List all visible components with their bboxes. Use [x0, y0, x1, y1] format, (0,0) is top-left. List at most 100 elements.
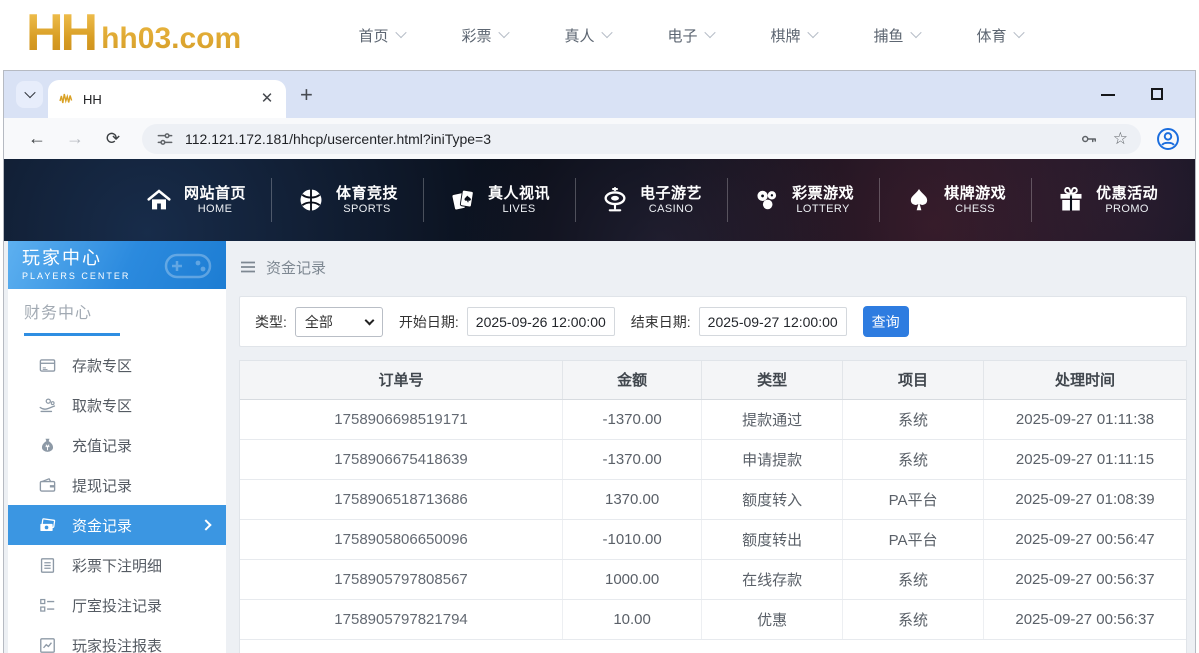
- sidebar-item-label: 充值记录: [72, 437, 133, 455]
- main-nav: 网站首页 HOME 体育竞技 SPORTS: [4, 159, 1195, 241]
- tab-title: HH: [83, 91, 102, 107]
- cell-order-id: 1758905797821794: [240, 599, 563, 640]
- main-nav-item[interactable]: 棋牌游戏 CHESS: [879, 178, 1031, 222]
- end-date-input[interactable]: [698, 307, 847, 336]
- search-button[interactable]: 查询: [862, 306, 909, 337]
- cell-project: 系统: [842, 559, 984, 600]
- tab-close-icon[interactable]: ✕: [260, 90, 274, 107]
- main-nav-item[interactable]: 真人视讯 LIVES: [423, 178, 575, 222]
- hamburger-menu-icon[interactable]: [239, 258, 257, 276]
- cell-time: 2025-09-27 01:11:38: [983, 399, 1186, 440]
- main-nav-label-en: SPORTS: [343, 203, 391, 215]
- site-nav-label: 体育: [976, 27, 1007, 45]
- site-nav-item[interactable]: 首页: [330, 25, 433, 46]
- site-nav-item[interactable]: 真人: [536, 25, 639, 46]
- site-info-tune-icon[interactable]: [155, 129, 175, 149]
- window-minimize-button[interactable]: [1101, 94, 1115, 96]
- breadcrumb-label: 资金记录: [266, 259, 327, 277]
- new-tab-button[interactable]: +: [300, 82, 313, 107]
- sports-ball-icon: [297, 186, 325, 214]
- cell-project: 系统: [842, 399, 984, 440]
- window-maximize-button[interactable]: [1151, 88, 1163, 100]
- cell-time: 2025-09-27 00:56:47: [983, 519, 1186, 560]
- address-bar[interactable]: 112.121.172.181/hhcp/usercenter.html?ini…: [142, 123, 1141, 154]
- table-header-row: 订单号 金额 类型 项目 处理时间: [240, 361, 1186, 400]
- cell-project: PA平台: [842, 479, 984, 520]
- spade-icon: [905, 186, 933, 214]
- sidebar-title-zh: 玩家中心: [22, 248, 102, 268]
- site-nav-label: 首页: [358, 27, 389, 45]
- funds-table-panel: 订单号 金额 类型 项目 处理时间: [239, 360, 1187, 653]
- gamepad-icon: [164, 253, 212, 279]
- main-nav-label-zh: 网站首页: [184, 185, 247, 202]
- sidebar-menu-item[interactable]: 存款专区: [8, 345, 226, 385]
- cell-type: 优惠: [701, 599, 843, 640]
- browser-tab[interactable]: HH ✕: [48, 80, 286, 118]
- main-nav-label-en: HOME: [197, 203, 233, 215]
- document-list-icon: [38, 556, 57, 575]
- chevron-down-icon: [394, 26, 407, 38]
- tab-search-button[interactable]: [16, 81, 43, 108]
- sidebar-menu-item[interactable]: 提现记录: [8, 465, 226, 505]
- browser-toolbar: ← → ⟳ 112.121.172.181/hhcp/usercenter.ht…: [4, 118, 1195, 159]
- web-page: 网站首页 HOME 体育竞技 SPORTS: [4, 159, 1195, 653]
- chevron-down-icon: [909, 26, 922, 38]
- main-nav-item[interactable]: 彩票游戏 LOTTERY: [727, 178, 879, 222]
- cell-type: 申请提款: [701, 439, 843, 480]
- site-logo[interactable]: HH hh03.com: [26, 2, 241, 64]
- site-nav-item[interactable]: 体育: [948, 25, 1051, 46]
- main-nav-label-en: PROMO: [1105, 203, 1149, 215]
- sidebar-menu-item[interactable]: 厅室投注记录: [8, 585, 226, 625]
- sidebar-item-label: 厅室投注记录: [72, 597, 163, 615]
- type-select[interactable]: 全部: [294, 306, 383, 337]
- select-caret-icon: [364, 315, 375, 325]
- table-row: 1758906698519171 -1370.00 提款通过 系统 2025-0…: [240, 399, 1186, 440]
- sidebar-menu-item[interactable]: 充值记录: [8, 425, 226, 465]
- site-nav-item[interactable]: 电子: [639, 25, 742, 46]
- site-nav-label: 电子: [667, 27, 698, 45]
- cell-time: 2025-09-27 01:08:39: [983, 479, 1186, 520]
- start-date-input[interactable]: [466, 307, 615, 336]
- sidebar-menu: 存款专区 取款专区 充值记录: [8, 345, 226, 653]
- chevron-down-icon: [497, 26, 510, 38]
- main-nav-item[interactable]: 优惠活动 PROMO: [1031, 178, 1183, 222]
- site-nav-item[interactable]: 棋牌: [742, 25, 845, 46]
- main-nav-label-en: CASINO: [648, 203, 694, 215]
- table-row: 1758906518713686 1370.00 额度转入 PA平台 2025-…: [240, 479, 1186, 520]
- url-text: 112.121.172.181/hhcp/usercenter.html?ini…: [185, 130, 492, 147]
- cell-time: 2025-09-27 01:11:15: [983, 439, 1186, 480]
- table-header-cell: 处理时间: [983, 361, 1186, 400]
- sidebar-item-label: 取款专区: [72, 397, 133, 415]
- content-area: 玩家中心 PLAYERS CENTER 财务中心: [4, 241, 1195, 653]
- sidebar-menu-item[interactable]: 玩家投注报表: [8, 625, 226, 653]
- cell-time: 2025-09-27 00:56:37: [983, 599, 1186, 640]
- sidebar-menu-item[interactable]: 资金记录: [8, 505, 226, 545]
- main-nav-label-zh: 优惠活动: [1096, 185, 1159, 202]
- reload-icon[interactable]: ⟳: [105, 128, 121, 148]
- bookmark-star-icon[interactable]: ☆: [1112, 128, 1128, 148]
- site-nav-label: 捕鱼: [873, 27, 904, 45]
- site-nav-item[interactable]: 彩票: [433, 25, 536, 46]
- cell-project: 系统: [842, 599, 984, 640]
- chevron-down-icon: [806, 26, 819, 38]
- sidebar-menu-item[interactable]: 彩票下注明细: [8, 545, 226, 585]
- table-header-cell: 项目: [842, 361, 984, 400]
- main-nav-item[interactable]: 网站首页 HOME: [120, 178, 271, 222]
- cell-type: 额度转出: [701, 519, 843, 560]
- back-icon[interactable]: ←: [28, 128, 46, 148]
- cell-project: PA平台: [842, 519, 984, 560]
- site-nav-item[interactable]: 捕鱼: [845, 25, 948, 46]
- funds-table: 订单号 金额 类型 项目 处理时间: [240, 361, 1186, 640]
- main-panel: 资金记录 类型: 全部 开始日期: 结束日期: 查询: [239, 241, 1187, 653]
- report-chart-icon: [38, 636, 57, 653]
- sidebar-menu-item[interactable]: 取款专区: [8, 385, 226, 425]
- password-key-icon[interactable]: [1079, 129, 1099, 149]
- main-nav-item[interactable]: 体育竞技 SPORTS: [271, 178, 423, 222]
- main-nav-item[interactable]: 电子游艺 CASINO: [575, 178, 727, 222]
- breadcrumb: 资金记录: [239, 253, 1187, 281]
- type-label: 类型:: [255, 313, 287, 330]
- forward-icon[interactable]: →: [66, 128, 84, 148]
- profile-avatar-icon[interactable]: [1155, 126, 1181, 152]
- money-bag-icon: [38, 436, 57, 455]
- deposit-card-icon: [38, 356, 57, 375]
